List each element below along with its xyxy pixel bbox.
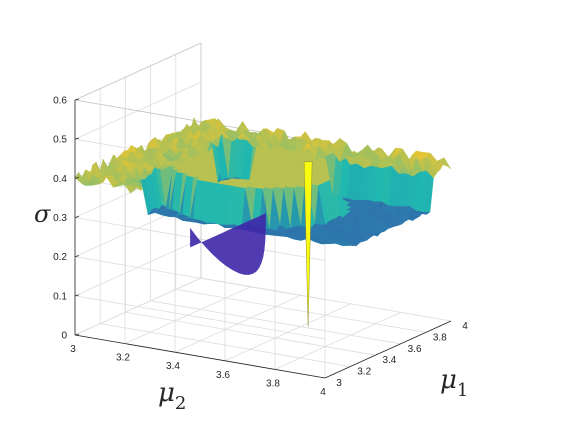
- z-tick-label: 0.6: [53, 96, 67, 107]
- x-tick-label: 3: [336, 378, 342, 389]
- wall-gridline: [74, 277, 202, 336]
- x-axis-label: μ1: [440, 365, 468, 401]
- y-tick-label: 3.4: [166, 361, 180, 372]
- z-tick-label: 0.2: [53, 252, 67, 263]
- z-tick-label: 0: [61, 331, 67, 342]
- x-tick-label: 3.2: [357, 367, 371, 378]
- z-tick-label: 0.4: [53, 174, 67, 185]
- y-tick-label: 3.6: [216, 370, 230, 381]
- tick-labels: 00.10.20.30.40.50.633.23.43.63.8433.23.4…: [53, 96, 468, 399]
- z-tick: [74, 294, 80, 297]
- x-tick-label: 3.8: [433, 332, 447, 343]
- surface: [74, 117, 452, 327]
- axes: [74, 98, 452, 379]
- z-tick: [74, 137, 80, 140]
- z-tick: [74, 98, 80, 101]
- x-tick-label: 4: [462, 321, 468, 332]
- wall-gridline: [74, 238, 202, 297]
- floor-gridline: [274, 312, 402, 370]
- x-axis-line: [324, 320, 452, 379]
- z-tick: [74, 255, 80, 258]
- box-edge: [74, 42, 202, 101]
- x-tick-label: 3.6: [408, 344, 422, 355]
- surface-patch: [440, 157, 452, 170]
- y-axis-line: [74, 334, 326, 379]
- z-tick: [74, 176, 80, 179]
- floor-gridline: [150, 300, 401, 345]
- y-tick-label: 3.8: [266, 378, 280, 389]
- z-tick: [74, 216, 80, 218]
- floor-gridline: [125, 311, 376, 356]
- surface-underside: [190, 193, 266, 275]
- z-tick-label: 0.3: [53, 213, 67, 224]
- z-tick-label: 0.1: [53, 291, 67, 302]
- floor-gridline: [175, 289, 426, 333]
- y-tick-label: 3.2: [116, 353, 130, 364]
- wall-gridline: [74, 295, 326, 340]
- x-tick-label: 3.4: [382, 355, 396, 366]
- y-axis-label: μ2: [158, 378, 186, 414]
- y-tick-label: 4: [320, 387, 326, 398]
- z-tick-label: 0.5: [53, 135, 67, 146]
- y-tick-label: 3: [70, 344, 76, 355]
- z-tick: [74, 333, 80, 336]
- z-axis-label: σ: [34, 200, 51, 228]
- surface-spike: [303, 161, 313, 327]
